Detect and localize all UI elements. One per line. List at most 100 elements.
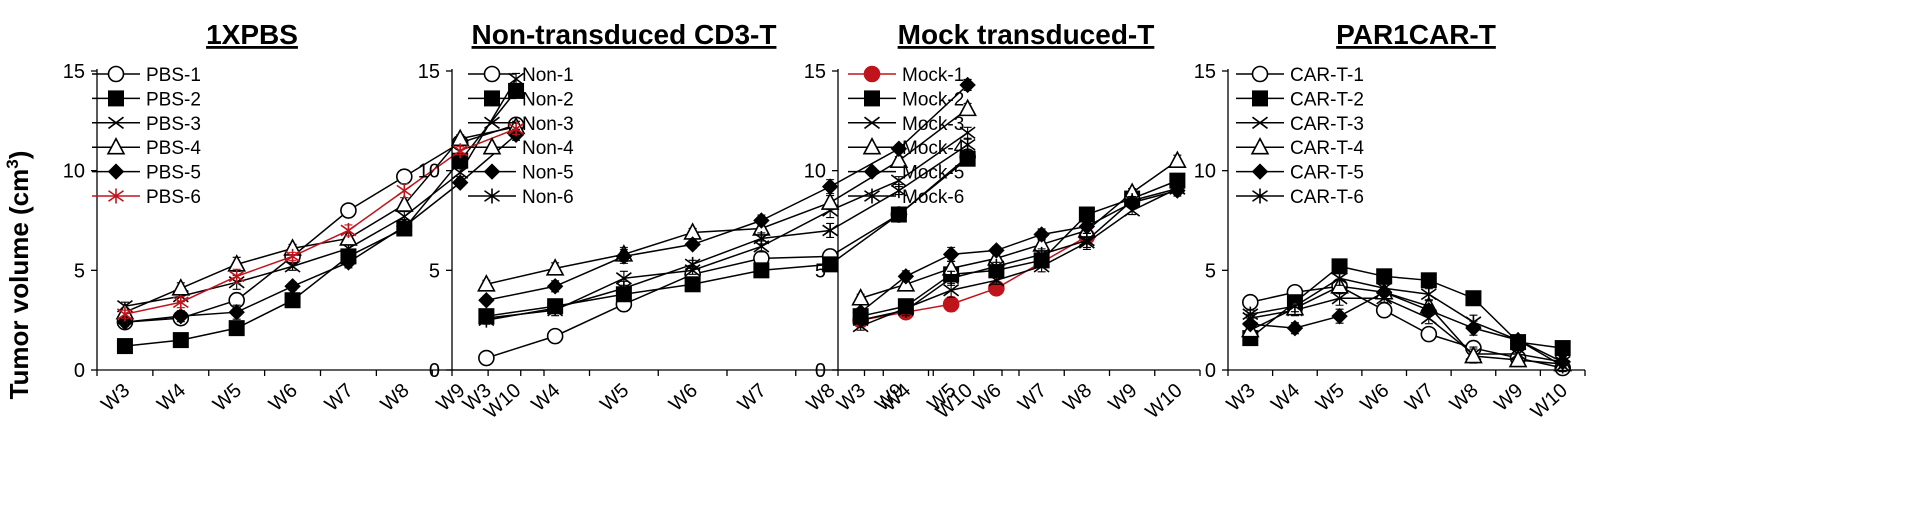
- x-tick-label: W5: [209, 379, 246, 415]
- data-point: [753, 230, 770, 246]
- legend-item: Non-1: [468, 65, 574, 86]
- data-point: [452, 166, 469, 179]
- legend-marker: [106, 136, 126, 155]
- data-point: [988, 242, 1005, 259]
- series-line: [860, 187, 1178, 321]
- x-tick-label: W6: [1357, 379, 1394, 415]
- data-point: [1508, 349, 1528, 368]
- y-tick-label: 0: [1205, 360, 1216, 382]
- data-point: [1286, 319, 1304, 337]
- data-point: [477, 274, 496, 292]
- legend-label: Non-5: [522, 163, 574, 184]
- legend-item: CAR-T-3: [1236, 114, 1364, 135]
- legend-marker: [863, 65, 881, 83]
- data-point: [1554, 340, 1571, 357]
- legend-item: Non-5: [468, 163, 574, 184]
- legend-marker: [1251, 163, 1269, 180]
- data-point: [172, 307, 190, 325]
- data-point: [1420, 286, 1437, 302]
- legend-label: Non-4: [522, 138, 574, 159]
- y-tick-label: 10: [1194, 161, 1216, 183]
- legend-item: PBS-5: [92, 163, 201, 184]
- legend-item: Mock-1: [848, 65, 964, 86]
- legend-label: Non-1: [522, 65, 574, 86]
- data-point: [396, 168, 413, 185]
- series-Non-6: [478, 137, 976, 328]
- y-tick-label: 10: [418, 161, 440, 183]
- legend-marker: [108, 188, 124, 204]
- series-PBS-6: [116, 121, 525, 322]
- legend-item: Mock-2: [848, 89, 964, 110]
- chart-title: PAR1CAR-T: [1336, 19, 1496, 50]
- y-tick-label: 5: [815, 260, 826, 282]
- data-point: [1464, 345, 1483, 364]
- x-tick-label: W10: [1527, 379, 1572, 423]
- x-tick-label: W9: [1104, 379, 1141, 415]
- chart-panel-4: PAR1CAR-T 0 5 10 15 W3 W4 W5 W6 W7 W8 W9 W10 CAR-T-1 C…: [1194, 19, 1586, 423]
- legend-label: Mock-1: [902, 65, 964, 86]
- data-point: [1331, 291, 1348, 305]
- x-tick-label: W6: [265, 379, 302, 415]
- data-point: [753, 262, 770, 279]
- chart-title: Non-transduced CD3-T: [472, 19, 777, 50]
- data-point: [545, 258, 565, 276]
- x-tick-label: W4: [153, 379, 190, 415]
- series-line: [124, 128, 517, 315]
- legend-marker: [1252, 90, 1268, 107]
- legend-item: Mock-6: [848, 187, 964, 208]
- data-point: [478, 349, 495, 367]
- y-tick-label: 0: [429, 360, 440, 382]
- data-point: [615, 280, 632, 296]
- data-point: [942, 295, 960, 313]
- x-tick-label: W3: [1223, 379, 1260, 415]
- legend-label: Mock-4: [902, 138, 965, 159]
- series-Mock-6: [852, 181, 1186, 328]
- data-point: [228, 268, 245, 284]
- y-tick-label: 15: [63, 61, 85, 83]
- legend-item: Non-2: [468, 89, 574, 110]
- data-point: [1168, 150, 1187, 168]
- legend-label: Mock-6: [902, 187, 964, 208]
- x-tick-label: W4: [1267, 379, 1304, 415]
- x-tick-label: W6: [665, 379, 702, 415]
- legend-marker: [483, 163, 501, 180]
- legend-label: PBS-2: [146, 89, 201, 110]
- x-tick-label: W5: [1312, 379, 1349, 415]
- y-tick-label: 15: [1194, 61, 1216, 83]
- data-point: [942, 246, 960, 263]
- legend-item: PBS-6: [92, 187, 201, 208]
- legend-label: PBS-1: [146, 65, 201, 86]
- legend-label: PBS-6: [146, 187, 201, 208]
- data-point: [284, 260, 301, 273]
- legend-label: CAR-T-1: [1290, 65, 1364, 86]
- series-CAR-T-6: [1242, 270, 1571, 374]
- chart-title: 1XPBS: [206, 19, 298, 50]
- data-point: [172, 294, 189, 310]
- series-line: [486, 84, 969, 301]
- legend-marker: [107, 65, 125, 83]
- legend-item: CAR-T-1: [1236, 65, 1364, 86]
- legend-marker: [1252, 188, 1268, 204]
- legend-label: CAR-T-2: [1290, 89, 1364, 110]
- data-point: [340, 202, 357, 219]
- data-point: [1331, 307, 1348, 325]
- data-point: [396, 210, 413, 223]
- legend-marker: [108, 90, 124, 107]
- x-tick-label: W3: [833, 379, 870, 415]
- data-point: [547, 300, 564, 316]
- legend-item: PBS-4: [92, 136, 201, 159]
- x-tick-label: W10: [1141, 379, 1186, 423]
- legend-label: PBS-4: [146, 138, 201, 159]
- legend-item: Mock-3: [848, 114, 964, 135]
- y-tick-label: 15: [418, 61, 440, 83]
- legend-item: Mock-5: [848, 163, 964, 184]
- series-Non-5: [478, 76, 976, 309]
- data-point: [451, 174, 469, 191]
- data-point: [478, 312, 495, 328]
- legend-item: Non-6: [468, 187, 574, 208]
- data-point: [959, 126, 976, 140]
- data-point: [478, 292, 495, 309]
- data-point: [1375, 301, 1393, 319]
- y-tick-label: 5: [1205, 260, 1216, 282]
